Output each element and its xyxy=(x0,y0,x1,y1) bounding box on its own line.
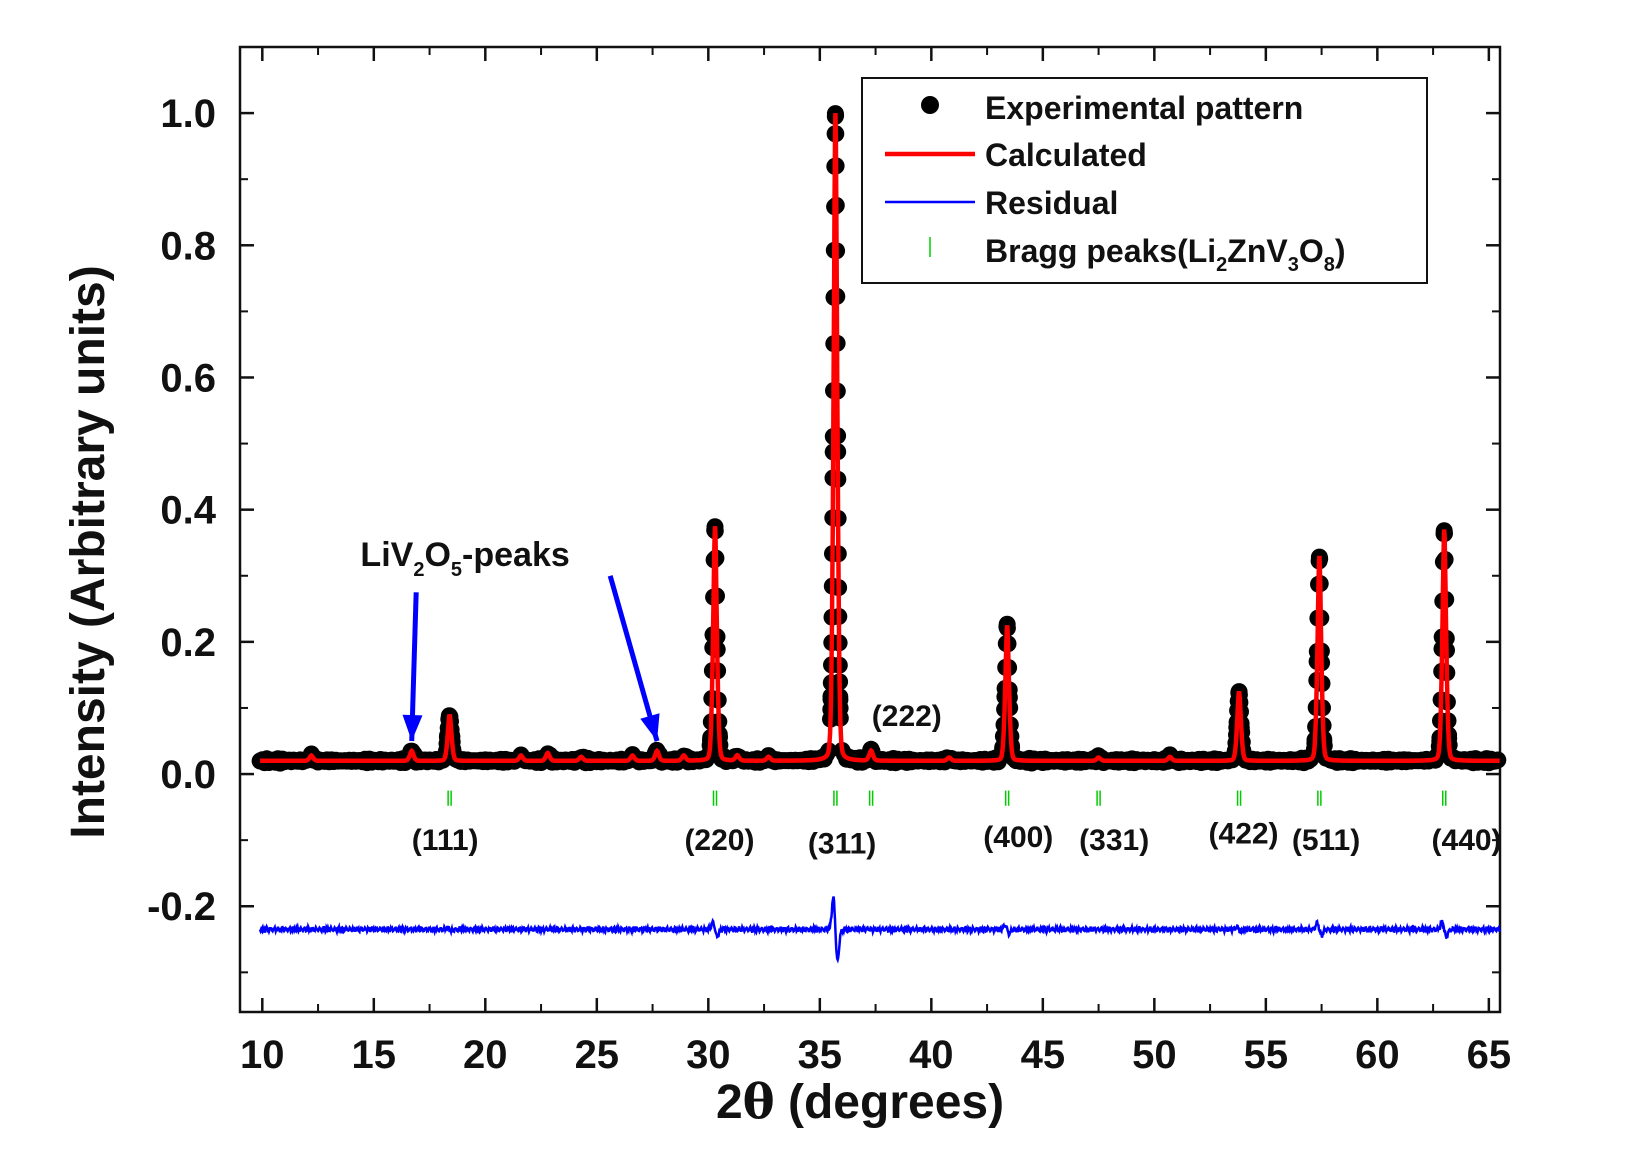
x-tick-label: 10 xyxy=(240,1033,285,1077)
x-tick-label: 30 xyxy=(686,1033,731,1077)
y-axis-title: Intensity (Arbitrary units) xyxy=(62,265,115,838)
hkl-label: (331) xyxy=(1079,824,1149,857)
axis-ticks-layer: 10 15 20 25 30 35 40 45 50 55 60 65 -0.2 0.0 0.2 0.4 0.6… xyxy=(147,46,1512,1077)
x-tick-label: 55 xyxy=(1244,1033,1289,1077)
annotation-arrow xyxy=(607,575,660,742)
legend-label: Calculated xyxy=(985,137,1147,173)
x-tick-label: 50 xyxy=(1132,1033,1177,1077)
plot-frame-layer xyxy=(238,45,1502,1014)
x-tick-label: 20 xyxy=(463,1033,508,1077)
x-tick-label: 35 xyxy=(798,1033,843,1077)
y-tick-label: 0.2 xyxy=(160,621,216,665)
y-tick-label: 1.0 xyxy=(160,92,216,136)
hkl-label: (311) xyxy=(808,827,876,860)
x-tick-label: 25 xyxy=(575,1033,620,1077)
hkl-label: (422) xyxy=(1209,817,1279,850)
x-axis-title: 2θ (degrees) xyxy=(716,1074,1004,1130)
legend-box xyxy=(861,77,1428,284)
hkl-label: (220) xyxy=(684,824,754,857)
impurity-annotation: LiV2O5-peaks xyxy=(360,536,569,581)
x-tick-label: 65 xyxy=(1467,1033,1512,1077)
calculated-line xyxy=(260,113,1500,764)
y-tick-label: -0.2 xyxy=(147,885,216,929)
y-tick-label: 0.4 xyxy=(160,489,216,533)
legend-symbol-experimental xyxy=(921,96,939,114)
y-tick-label: 0.6 xyxy=(160,356,216,400)
annotation-arrowhead xyxy=(402,714,423,742)
legend-label: Experimental pattern xyxy=(985,90,1303,126)
hkl-label: (440) xyxy=(1432,824,1502,857)
x-tick-label: 15 xyxy=(352,1033,397,1077)
residual-line xyxy=(258,896,1501,964)
plot-frame xyxy=(238,45,1502,1014)
y-tick-label: 0.8 xyxy=(160,224,216,268)
hkl-label: (400) xyxy=(983,821,1053,854)
x-tick-label: 45 xyxy=(1021,1033,1066,1077)
legend-label: Bragg peaks(Li2ZnV3O8) xyxy=(985,233,1346,276)
hkl-labels-layer: (111) (220) (311) (222) (400) (331) (422) (511)… xyxy=(360,536,1501,861)
data-layer xyxy=(251,105,1507,964)
hkl-label: (111) xyxy=(412,824,479,857)
hkl-label: (222) xyxy=(872,700,942,733)
bragg-ticks xyxy=(447,790,1447,806)
hkl-label: (511) xyxy=(1292,824,1360,857)
legend: Experimental pattern Calculated Residual Br… xyxy=(861,77,1428,284)
x-tick-label: 60 xyxy=(1355,1033,1400,1077)
x-tick-label: 40 xyxy=(909,1033,954,1077)
y-tick-label: 0.0 xyxy=(160,753,216,797)
annotation-arrowhead xyxy=(640,713,660,742)
legend-label: Residual xyxy=(985,185,1118,221)
